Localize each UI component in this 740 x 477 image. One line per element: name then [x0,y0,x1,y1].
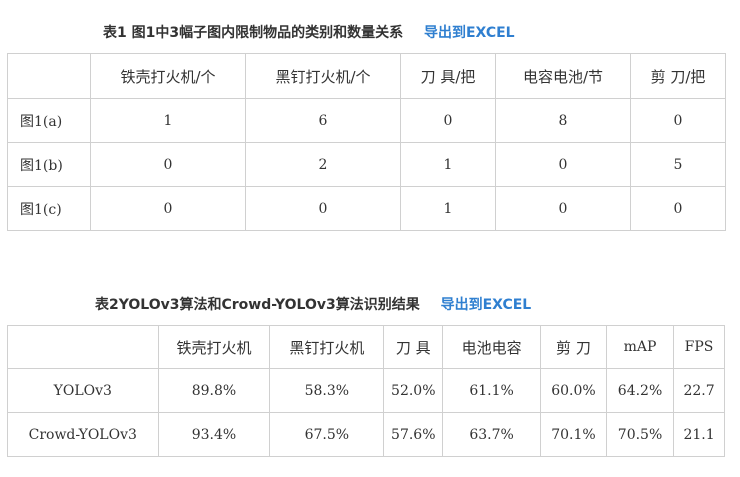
table-cell: 1 [400,186,496,231]
table1-export-link[interactable]: 导出到EXCEL [423,25,515,41]
table-cell: 70.1% [539,412,607,457]
row-label: YOLOv3 [7,368,159,413]
table-cell: 52.0% [383,368,444,413]
table-cell: 0 [630,186,726,231]
header-cell: 黑钉打火机/个 [245,53,401,99]
header-cell: FPS [673,325,725,369]
header-cell: 剪 刀/把 [630,53,726,99]
header-cell: 电池电容 [442,325,541,369]
table-cell: 5 [630,142,726,187]
table1-title: 表1 图1中3幅子图内限制物品的类别和数量关系 [103,25,404,41]
table-cell: 89.8% [157,368,271,413]
table-header-row: 铁壳打火机/个 黑钉打火机/个 刀 具/把 电容电池/节 剪 刀/把 [7,53,726,99]
table-cell: 64.2% [605,368,675,413]
table-cell: 0 [630,98,726,143]
table-cell: 63.7% [442,412,541,457]
table-cell: 0 [495,142,631,187]
header-cell: 铁壳打火机/个 [90,53,246,99]
table-cell: 6 [245,98,401,143]
table-row: Crowd-YOLOv3 93.4% 67.5% 57.6% 63.7% 70.… [7,412,725,457]
table-header-row: 铁壳打火机 黑钉打火机 刀 具 电池电容 剪 刀 mAP FPS [7,325,725,369]
table-cell: 22.7 [673,368,725,413]
table2-title: 表2YOLOv3算法和Crowd-YOLOv3算法识别结果 [95,297,420,313]
table-cell: 21.1 [673,412,725,457]
table-row: YOLOv3 89.8% 58.3% 52.0% 61.1% 60.0% 64.… [7,368,725,413]
table-cell: 0 [400,98,496,143]
row-label: 图1(a) [7,98,91,143]
table-cell: 0 [245,186,401,231]
table-cell: 0 [495,186,631,231]
row-label: 图1(b) [7,142,91,187]
table2: 铁壳打火机 黑钉打火机 刀 具 电池电容 剪 刀 mAP FPS YOLOv3 … [7,325,725,457]
table-cell: 60.0% [539,368,607,413]
table-row: 图1(c) 0 0 1 0 0 [7,186,726,231]
table-cell: 0 [90,186,246,231]
header-cell: mAP [605,325,675,369]
header-cell: 黑钉打火机 [269,325,385,369]
header-cell [7,53,91,99]
row-label: 图1(c) [7,186,91,231]
table-cell: 61.1% [442,368,541,413]
table-cell: 93.4% [157,412,271,457]
header-cell: 刀 具 [383,325,444,369]
header-cell: 刀 具/把 [400,53,496,99]
table2-export-link[interactable]: 导出到EXCEL [440,297,532,313]
row-label: Crowd-YOLOv3 [7,412,159,457]
table-cell: 1 [400,142,496,187]
header-cell: 电容电池/节 [495,53,631,99]
table-cell: 1 [90,98,246,143]
table-row: 图1(a) 1 6 0 8 0 [7,98,726,143]
header-cell [7,325,159,369]
header-cell: 铁壳打火机 [157,325,271,369]
table-cell: 70.5% [605,412,675,457]
table-cell: 67.5% [269,412,385,457]
table-cell: 0 [90,142,246,187]
table-cell: 8 [495,98,631,143]
table-cell: 58.3% [269,368,385,413]
table2-caption: 表2YOLOv3算法和Crowd-YOLOv3算法识别结果 导出到EXCEL [0,294,740,314]
table1-caption: 表1 图1中3幅子图内限制物品的类别和数量关系 导出到EXCEL [0,22,740,42]
table-cell: 57.6% [383,412,444,457]
header-cell: 剪 刀 [539,325,607,369]
table-row: 图1(b) 0 2 1 0 5 [7,142,726,187]
table1: 铁壳打火机/个 黑钉打火机/个 刀 具/把 电容电池/节 剪 刀/把 图1(a)… [7,53,726,231]
table-cell: 2 [245,142,401,187]
